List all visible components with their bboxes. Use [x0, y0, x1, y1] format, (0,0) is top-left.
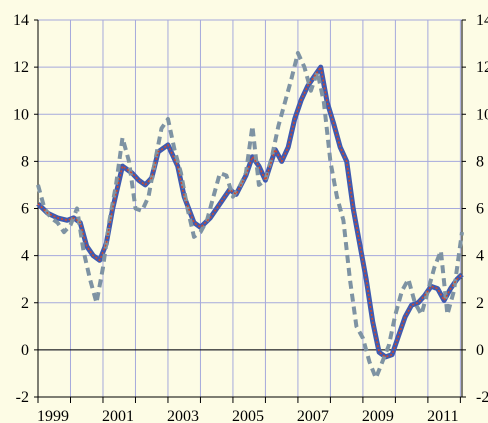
y-tick-label-left: 2 [21, 295, 29, 312]
y-tick-label-left: -2 [16, 389, 29, 406]
y-tick-label-right: 0 [476, 342, 484, 359]
series-dotted-line [37, 66, 463, 358]
x-tick-labels: 1999 2001 2003 2005 2007 2009 2011 [37, 408, 459, 423]
x-tick-label: 2005 [232, 408, 264, 423]
y-tick-label-left: 0 [21, 342, 29, 359]
axes [34, 19, 466, 403]
y-tick-labels-left: -2 0 2 4 6 8 10 12 14 [13, 12, 29, 406]
y-tick-label-left: 14 [13, 12, 29, 29]
x-tick-label: 2003 [167, 408, 199, 423]
x-tick-label: 2001 [102, 408, 134, 423]
series-solid-line [36, 64, 464, 360]
y-tick-label-right: 12 [476, 59, 488, 76]
y-tick-label-right: 14 [476, 12, 488, 29]
y-tick-label-left: 4 [21, 248, 29, 265]
y-tick-label-right: 4 [476, 248, 484, 265]
y-tick-labels-right: -2 0 2 4 6 8 10 12 14 [476, 12, 488, 406]
series-lines [36, 51, 464, 381]
x-tick-label: 2009 [362, 408, 394, 423]
y-tick-label-right: 8 [476, 153, 484, 170]
y-tick-label-left: 8 [21, 153, 29, 170]
y-tick-label-right: 2 [476, 295, 484, 312]
y-tick-label-right: -2 [476, 389, 488, 406]
y-tick-label-left: 6 [21, 201, 29, 218]
y-tick-label-left: 10 [13, 106, 29, 123]
x-tick-label: 2011 [427, 408, 458, 423]
series-dashed-line [36, 51, 464, 381]
y-tick-label-left: 12 [13, 59, 29, 76]
y-tick-label-right: 6 [476, 201, 484, 218]
y-tick-label-right: 10 [476, 106, 488, 123]
x-tick-label: 1999 [37, 408, 69, 423]
x-tick-label: 2007 [297, 408, 329, 423]
